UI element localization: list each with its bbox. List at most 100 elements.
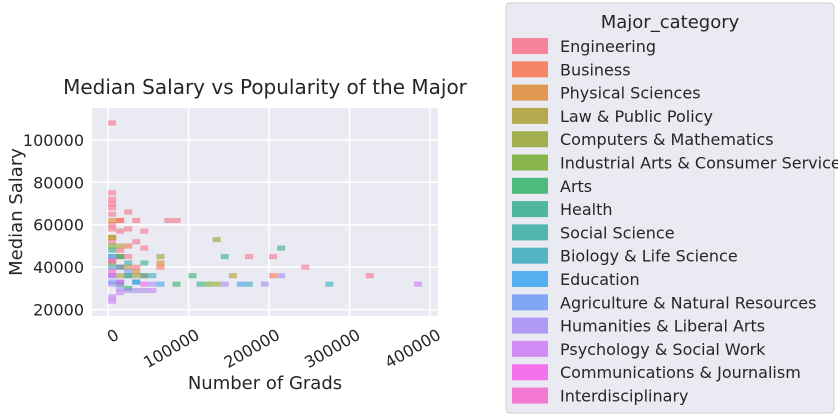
legend-label: Biology & Life Science (560, 247, 738, 266)
legend-swatch (512, 317, 548, 334)
y-tick-label: 60000 (33, 216, 84, 235)
heatmap-bin (108, 243, 117, 249)
x-tick-label: 200000 (221, 325, 283, 372)
legend-swatch (512, 271, 548, 287)
heatmap-bin (116, 247, 125, 253)
legend-label: Interdisciplinary (560, 387, 689, 406)
heatmap-bin (132, 264, 141, 270)
heatmap-bin (244, 254, 253, 260)
heatmap-bin (172, 217, 181, 224)
heatmap-bin (140, 281, 149, 287)
heatmap-bin (108, 268, 117, 274)
heatmap-bin (108, 294, 117, 300)
legend-swatch (512, 387, 548, 404)
heatmap-bin (140, 273, 149, 279)
legend-swatch (512, 38, 548, 54)
heatmap-bin (116, 254, 125, 260)
legend-label: Communications & Journalism (560, 363, 801, 382)
heatmap-bin (108, 234, 117, 241)
x-tick-label: 400000 (382, 325, 444, 372)
heatmap-bin (108, 226, 117, 232)
heatmap-bin (116, 279, 125, 285)
legend-title: Major_category (601, 12, 740, 33)
legend-frame (505, 2, 835, 414)
heatmap-bin (124, 209, 133, 215)
heatmap-bin (108, 258, 117, 264)
legend-swatch (512, 131, 548, 148)
legend-swatch (512, 61, 548, 78)
legend-swatch (512, 154, 548, 171)
heatmap-bin (108, 273, 117, 279)
heatmap-bin (236, 281, 245, 287)
legend-label: Humanities & Liberal Arts (560, 317, 765, 336)
heatmap-bin (220, 281, 229, 287)
heatmap-bin (196, 281, 205, 287)
heatmap-bin (277, 273, 286, 279)
heatmap-bin (156, 264, 165, 270)
heatmap-bin (124, 268, 133, 274)
heatmap-bin (244, 281, 253, 287)
x-tick-label: 300000 (301, 325, 363, 372)
legend-swatch (512, 201, 548, 218)
heatmap-bin (124, 243, 133, 249)
heatmap-bin (140, 287, 149, 294)
bins (108, 120, 422, 304)
heatmap-bin (108, 264, 117, 270)
heatmap-bin (172, 281, 181, 287)
legend-swatch (512, 364, 548, 381)
legend-label: Social Science (560, 223, 675, 242)
heatmap-bin (212, 281, 221, 287)
heatmap-bin (188, 273, 197, 279)
heatmap-bin (124, 254, 133, 260)
heatmap-bin (148, 287, 157, 294)
heatmap-bin (156, 281, 165, 287)
heatmap-bin (108, 222, 117, 228)
heatmap-bin (269, 273, 278, 279)
plot-area (92, 108, 438, 316)
legend-swatch (512, 107, 548, 124)
heatmap-bin (116, 243, 125, 249)
heatmap-bin (301, 264, 310, 270)
legend-label: Business (560, 60, 631, 79)
heatmap-bin (116, 285, 125, 291)
heatmap-bin (108, 298, 117, 304)
legend-swatch (512, 294, 548, 311)
heatmap-bin (269, 254, 278, 260)
heatmap-bin (108, 120, 117, 126)
heatmap-bin (220, 254, 229, 260)
heatmap-bin (124, 226, 133, 232)
heatmap-bin (116, 264, 125, 270)
legend-items: Engineering Business Physical Sciences Law … (512, 37, 838, 406)
heatmap-bin (260, 281, 270, 287)
legend-label: Agriculture & Natural Resources (560, 293, 816, 312)
x-axis-label: Number of Grads (188, 373, 342, 394)
heatmap-bin (140, 245, 149, 251)
heatmap-bin (132, 287, 141, 294)
heatmap-bin (148, 273, 157, 279)
y-tick-label: 40000 (33, 258, 84, 277)
grid (92, 108, 438, 316)
heatmap-bin (108, 247, 117, 253)
legend-label: Health (560, 200, 613, 219)
legend-label: Engineering (560, 37, 656, 56)
heatmap-bin (132, 239, 141, 245)
heatmap-bin (212, 237, 221, 243)
heatmap-bin (164, 217, 173, 224)
heatmap-bin (108, 217, 117, 224)
chart-title: Median Salary vs Popularity of the Major (63, 75, 468, 99)
heatmap-bin (140, 260, 149, 266)
legend-label: Education (560, 270, 640, 289)
x-tick-label: 100000 (140, 325, 202, 372)
legend-label: Computers & Mathematics (560, 130, 774, 149)
legend-swatch (512, 340, 548, 357)
legend-label: Arts (560, 177, 592, 196)
heatmap-bin (124, 273, 133, 279)
legend-swatch (512, 177, 548, 194)
legend: Major_category Engineering Business Physic… (505, 2, 838, 414)
legend-label: Law & Public Policy (560, 107, 713, 126)
heatmap-bin (204, 281, 213, 287)
x-tick-label: 0 (104, 325, 122, 347)
y-tick-label: 100000 (23, 131, 84, 150)
heatmap-bin (108, 281, 117, 287)
heatmap-bin (108, 196, 117, 202)
